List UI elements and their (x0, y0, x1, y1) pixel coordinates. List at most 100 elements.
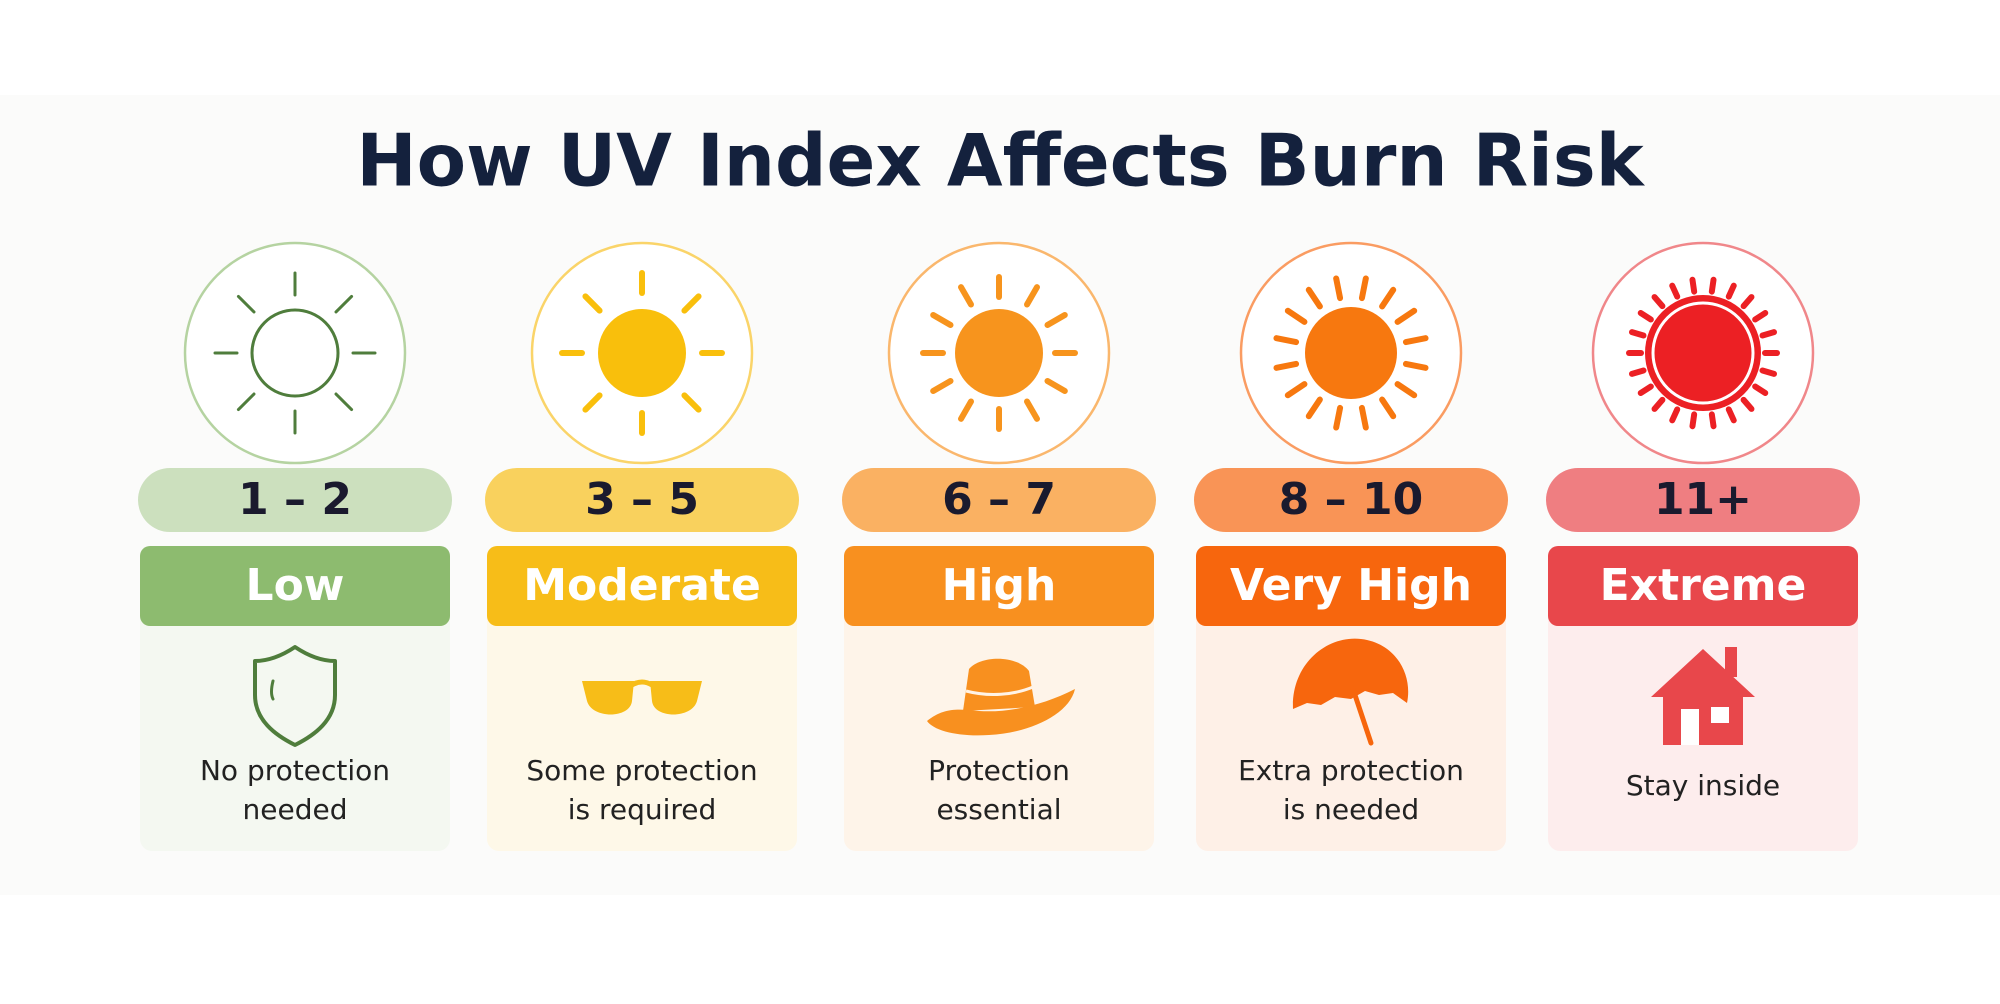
sun-ray (930, 312, 954, 328)
sun-core (1645, 295, 1761, 411)
range-text: 11+ (1654, 474, 1752, 525)
sun-ray (1284, 307, 1308, 325)
house-window (1711, 707, 1729, 723)
hat-brim (927, 689, 1075, 736)
range-pill (1194, 468, 1508, 532)
sun-ray (1752, 383, 1769, 397)
sun-ray (1637, 309, 1654, 323)
sun-ray (1358, 404, 1369, 431)
advice-text: Protection (928, 754, 1070, 787)
sun-ray (1394, 381, 1418, 399)
level-label: Extreme (1600, 560, 1807, 611)
sun-ray (1725, 406, 1737, 424)
uv-level-column: 3 – 5 Moderate Some protection is required (485, 241, 799, 851)
range-text: 6 – 7 (942, 474, 1056, 525)
uv-level-column: 6 – 7 High Protection essential (842, 241, 1156, 851)
house-chimney (1725, 647, 1737, 677)
sun-ray (1628, 329, 1647, 339)
sun-ray (958, 398, 974, 422)
umbrella-canopy (1292, 638, 1409, 709)
uv-level-column: 11+ Extreme Stay inside (1546, 241, 1860, 851)
sun-ray (1669, 282, 1681, 300)
sun-ray (582, 392, 603, 413)
range-text: 8 – 10 (1279, 474, 1423, 525)
sun-ray (1708, 411, 1717, 430)
sun-ray (1394, 307, 1418, 325)
sun-ray (1651, 396, 1666, 412)
title: How UV Index Affects Burn Risk (356, 119, 1645, 203)
sun-ray (1740, 396, 1755, 412)
sun-ray (930, 378, 954, 394)
sun-ray (236, 294, 256, 314)
sun-ray (1305, 396, 1323, 420)
sun-ray (582, 293, 603, 314)
sunglasses-bridge (630, 679, 654, 688)
sun-ray (1333, 404, 1344, 431)
sun-ray (236, 392, 256, 412)
sun-ray (1024, 398, 1040, 422)
range-text: 1 – 2 (238, 474, 352, 525)
range-pill (1546, 468, 1860, 532)
advice-text: No protection (200, 754, 390, 787)
sun-ray (1669, 406, 1681, 424)
sun-ray (1333, 275, 1344, 302)
sun-core (1305, 307, 1397, 399)
sun-ray (1402, 335, 1429, 346)
card (140, 600, 450, 851)
label-box (1548, 546, 1858, 626)
sun-ray (1708, 276, 1717, 295)
sun-ray (1689, 411, 1698, 430)
hat-band-line (965, 685, 1034, 696)
shield-icon (253, 645, 337, 747)
sun-core (250, 308, 340, 398)
range-text: 3 – 5 (585, 474, 699, 525)
advice-icon (582, 679, 702, 715)
hat-crown (963, 658, 1035, 711)
advice-text: Some protection (526, 754, 757, 787)
sun-ray (1024, 284, 1040, 308)
sunglasses-icon (582, 681, 702, 715)
range-pill (485, 468, 799, 532)
sun-ray (681, 392, 702, 413)
advice-icon (253, 645, 337, 747)
sun-ray (1358, 275, 1369, 302)
advice-icon (927, 658, 1075, 736)
sun-ray (1284, 381, 1308, 399)
range-pill (138, 468, 452, 532)
sun-ray (681, 293, 702, 314)
sun-ray (1044, 312, 1068, 328)
sun-ray (1273, 335, 1300, 346)
sun-ray (1725, 282, 1737, 300)
advice-text: essential (936, 793, 1061, 826)
advice-icon (1292, 638, 1409, 746)
advice-text: needed (243, 793, 348, 826)
sun-ray (958, 284, 974, 308)
range-pill (842, 468, 1156, 532)
advice-icon (1651, 647, 1755, 745)
sun-ray (1759, 329, 1778, 339)
sun-ray (1273, 360, 1300, 371)
card (487, 600, 797, 851)
label-box (487, 546, 797, 626)
shield-glint (270, 679, 275, 701)
level-label: Low (246, 560, 345, 611)
sun-ray (334, 294, 354, 314)
advice-text: Extra protection (1238, 754, 1464, 787)
sun-core (955, 309, 1043, 397)
card (1196, 600, 1506, 851)
level-label: Moderate (523, 560, 761, 611)
label-box (140, 546, 450, 626)
level-label: Very High (1230, 560, 1472, 611)
house-door (1681, 709, 1699, 745)
sun-ray (1628, 367, 1647, 377)
uv-level-column: 8 – 10 Very High Extra protection is needed (1194, 241, 1508, 851)
sun-ray (1379, 286, 1397, 310)
sun-ray (1379, 396, 1397, 420)
sun-ray (1752, 309, 1769, 323)
sun-ray (334, 392, 354, 412)
sun-ray (1651, 294, 1666, 310)
level-label: High (942, 560, 1057, 611)
advice-text: is required (568, 793, 717, 826)
